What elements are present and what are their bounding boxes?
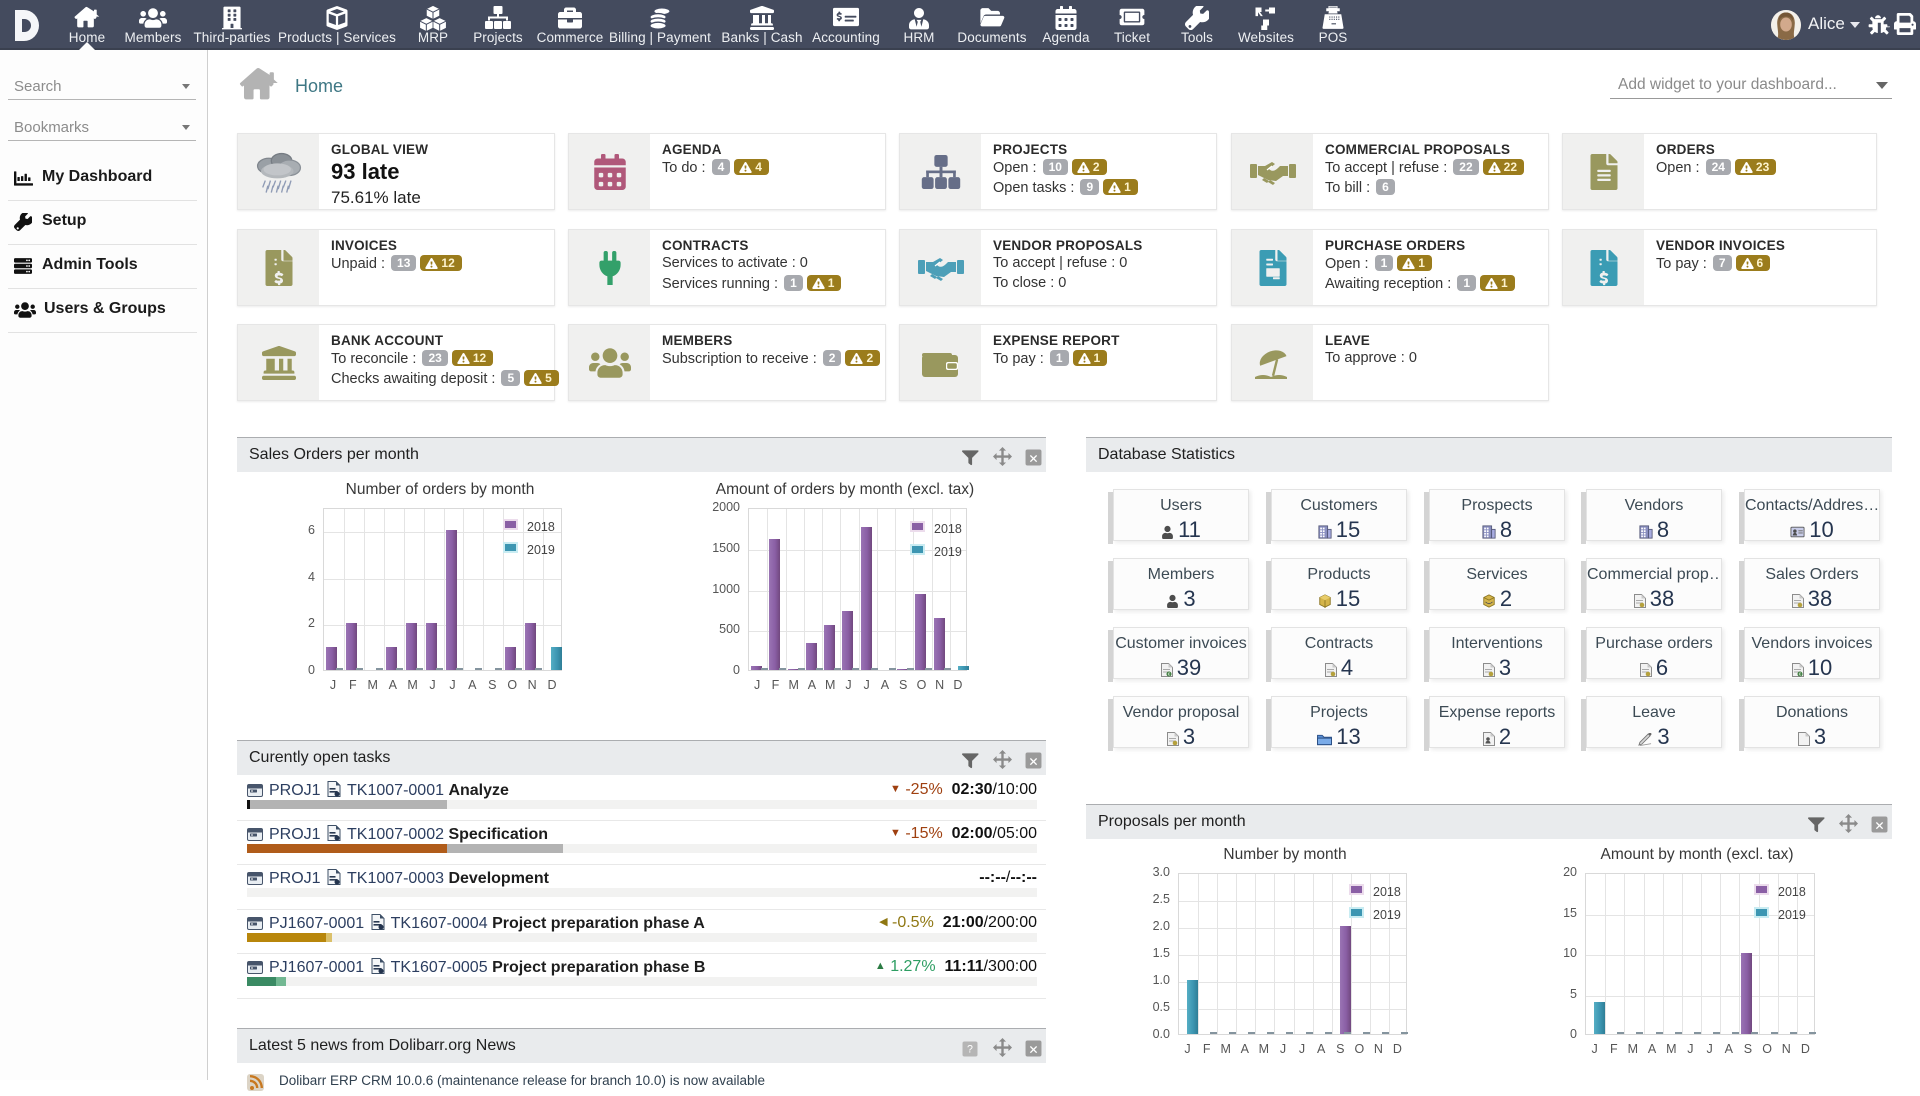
svg-text:?: ? [967,1044,973,1056]
svg-text:€: € [1167,672,1170,677]
svg-text:€: € [1798,672,1801,677]
